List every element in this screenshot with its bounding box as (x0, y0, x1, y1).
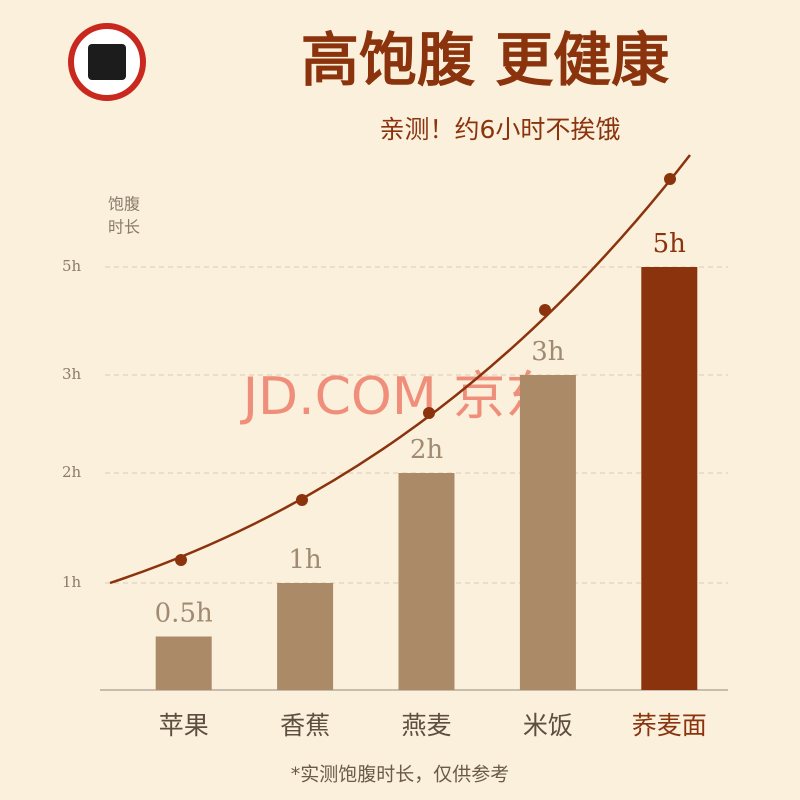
x-tick-label: 荞麦面 (632, 711, 707, 740)
logo (68, 23, 146, 101)
trend-dot (423, 407, 435, 419)
trend-curve (109, 154, 691, 585)
trend-dot (296, 494, 308, 506)
footnote: *实测饱腹时长，仅供参考 (291, 764, 510, 786)
data-label: 3h (531, 337, 565, 367)
trend-dots (175, 173, 676, 566)
x-tick-label: 燕麦 (401, 711, 451, 740)
y-tick-label: 2h (62, 463, 82, 481)
bar (519, 375, 576, 690)
x-tick-label: 香蕉 (280, 711, 330, 740)
data-label: 5h (653, 229, 687, 259)
data-label: 1h (288, 545, 322, 575)
trend-dot (539, 304, 551, 316)
watermark: JD.COM 京东 (240, 367, 558, 427)
data-label: 0.5h (155, 599, 213, 629)
logo-mark (88, 44, 126, 80)
chart-title: 高饱腹 更健康 (301, 26, 669, 94)
x-tick-label: 米饭 (523, 711, 573, 740)
bar (641, 267, 698, 690)
bar (155, 636, 212, 690)
y-axis-label: 时长 (108, 218, 140, 237)
trend-dot (175, 554, 187, 566)
y-axis-label: 饱腹 (108, 195, 140, 214)
trend-dot (664, 173, 676, 185)
bar (277, 583, 334, 690)
y-tick-label: 3h (62, 365, 82, 383)
y-tick-label: 1h (62, 573, 82, 591)
data-label: 2h (410, 435, 444, 465)
chart-subtitle: 亲测！约6小时不挨饿 (380, 115, 621, 144)
y-tick-label: 5h (62, 257, 82, 275)
plot: 1h 2h 3h 5h 0.5h 苹果 1h 香蕉 2h 燕麦 3h 米饭 5h 荞麦面 (62, 229, 728, 740)
bar (398, 473, 455, 690)
x-tick-label: 苹果 (159, 711, 209, 740)
